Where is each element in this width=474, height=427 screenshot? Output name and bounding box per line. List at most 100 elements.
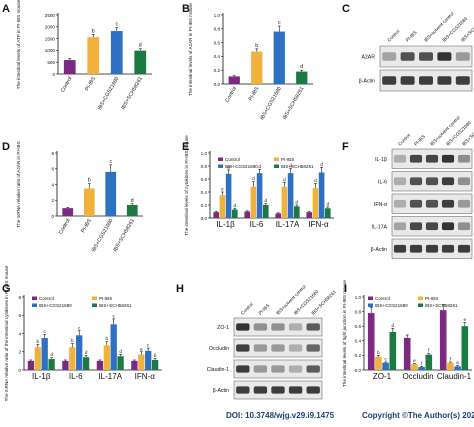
legend-label-i: IBS+CGS21680 xyxy=(375,303,408,308)
y-tick-label-e: 0.4 xyxy=(201,190,208,195)
bar-e xyxy=(225,173,232,218)
blot-band-h xyxy=(288,323,303,331)
significance-letter-g: b xyxy=(106,336,109,341)
legend-label-i: PI-IBS xyxy=(425,296,438,301)
y-tick-label-a: 1000 xyxy=(45,48,56,53)
blot-band-h xyxy=(253,323,268,331)
legend-label-e: PI-IBS xyxy=(281,157,294,162)
significance-letter-g: d xyxy=(50,352,53,357)
bar-i xyxy=(425,354,433,370)
blot-band-f xyxy=(409,244,423,253)
y-tick-label-b: 0.2 xyxy=(214,68,221,73)
blot-band-f xyxy=(441,154,455,163)
blot-row-label-f: IL-6 xyxy=(378,179,387,185)
blot-band-h xyxy=(271,365,285,373)
bar-e xyxy=(306,212,312,218)
x-tick-label-i: Occludin xyxy=(402,372,433,381)
blot-band-f xyxy=(393,222,407,231)
blot-band-f xyxy=(457,177,471,186)
x-tick-label-b: IBS+CGS21680 xyxy=(259,86,283,121)
bar-e xyxy=(213,212,219,218)
blot-row-label-h: Claudin-1 xyxy=(207,367,229,373)
blot-row-label-f: β-Actin xyxy=(371,247,387,253)
significance-letter-g: c xyxy=(147,343,150,348)
blot-band-h xyxy=(271,344,285,352)
legend-swatch-e xyxy=(218,157,223,161)
y-axis-label-i: The intestinal levels of tight junction … xyxy=(342,280,347,387)
y-tick-label-g: 2 xyxy=(18,350,21,355)
blot-row-label-h: β-Actin xyxy=(213,388,229,394)
bar-i xyxy=(389,332,397,370)
significance-letter-e: d xyxy=(252,176,255,181)
blot-band-c xyxy=(419,76,433,85)
panel-label-g: G xyxy=(2,283,11,295)
y-tick-label-e: 0.2 xyxy=(201,203,208,208)
bar-g xyxy=(151,359,159,370)
panel-label-h: H xyxy=(176,283,184,295)
x-tick-label-g: IL-17A xyxy=(98,372,122,381)
bar-a xyxy=(63,60,76,74)
legend-swatch-g xyxy=(32,303,37,307)
legend-swatch-g xyxy=(32,296,37,300)
blot-band-f xyxy=(409,222,423,231)
y-tick-label-g: 8 xyxy=(18,295,21,300)
doi-text: DOI: 10.3748/wjg.v29.i9.1475 xyxy=(226,411,335,420)
bar-e xyxy=(312,188,319,218)
significance-letter-a: c xyxy=(115,22,118,28)
x-tick-label-b: IBS+SCH58261 xyxy=(282,86,306,121)
significance-letter-i: d xyxy=(392,323,395,328)
y-tick-label-i: 0.4 xyxy=(355,339,362,344)
y-tick-label-a: 2500 xyxy=(45,13,56,18)
legend-swatch-e xyxy=(274,157,279,161)
x-tick-label-a: PI-IBS xyxy=(84,76,97,92)
panel-label-i: I xyxy=(344,283,347,295)
blot-band-f xyxy=(425,199,439,208)
bar-g xyxy=(27,360,35,370)
lane-label-c: IBS+solvent control xyxy=(423,11,455,43)
blot-band-f xyxy=(409,177,423,186)
blot-band-f xyxy=(393,177,407,186)
significance-letter-i: f xyxy=(421,361,423,366)
y-tick-label-b: 1.0 xyxy=(214,13,221,18)
blot-band-h xyxy=(306,323,320,331)
blot-band-f xyxy=(425,177,439,186)
lane-label-f: PI-IBS xyxy=(413,134,426,147)
legend-swatch-i xyxy=(368,296,373,300)
bar-g xyxy=(145,350,152,370)
bar-b xyxy=(251,51,263,84)
blot-band-h xyxy=(253,386,268,394)
bar-g xyxy=(96,360,104,370)
lane-label-c: Control xyxy=(386,29,400,43)
y-tick-label-e: 0.8 xyxy=(201,164,208,169)
x-tick-label-i: ZO-1 xyxy=(373,372,392,381)
blot-row-label-f: IL-17A xyxy=(372,224,388,230)
blot-band-f xyxy=(441,244,455,253)
blot-band-f xyxy=(457,222,471,231)
y-tick-label-b: 0.8 xyxy=(214,27,221,32)
blot-band-f xyxy=(441,199,455,208)
blot-band-c xyxy=(419,52,433,61)
y-tick-label-i: 0.2 xyxy=(355,353,362,358)
significance-letter-i: e xyxy=(456,360,459,365)
significance-letter-g: d xyxy=(85,350,88,355)
blot-band-h xyxy=(288,344,303,352)
bar-e xyxy=(250,186,257,218)
y-axis-label-e: The intestinal levels of cytokines in PI… xyxy=(184,135,189,236)
bar-a xyxy=(134,50,147,74)
bar-g xyxy=(131,360,138,370)
bar-e xyxy=(275,213,281,218)
significance-letter-g: d xyxy=(119,349,122,354)
blot-row-label-f: IL-1β xyxy=(375,157,387,163)
lane-label-c: PI-IBS xyxy=(405,30,418,43)
blot-band-h xyxy=(306,344,320,352)
y-tick-label-d: 4 xyxy=(51,182,54,187)
bar-i xyxy=(447,362,454,370)
blot-band-f xyxy=(393,154,407,163)
y-tick-label-a: 500 xyxy=(47,60,55,65)
blot-band-f xyxy=(425,154,439,163)
bar-b xyxy=(273,31,285,85)
blot-band-c xyxy=(437,52,452,61)
blot-band-c xyxy=(455,52,470,61)
y-tick-label-e: 1.0 xyxy=(201,151,208,156)
significance-letter-i: f xyxy=(428,348,430,353)
